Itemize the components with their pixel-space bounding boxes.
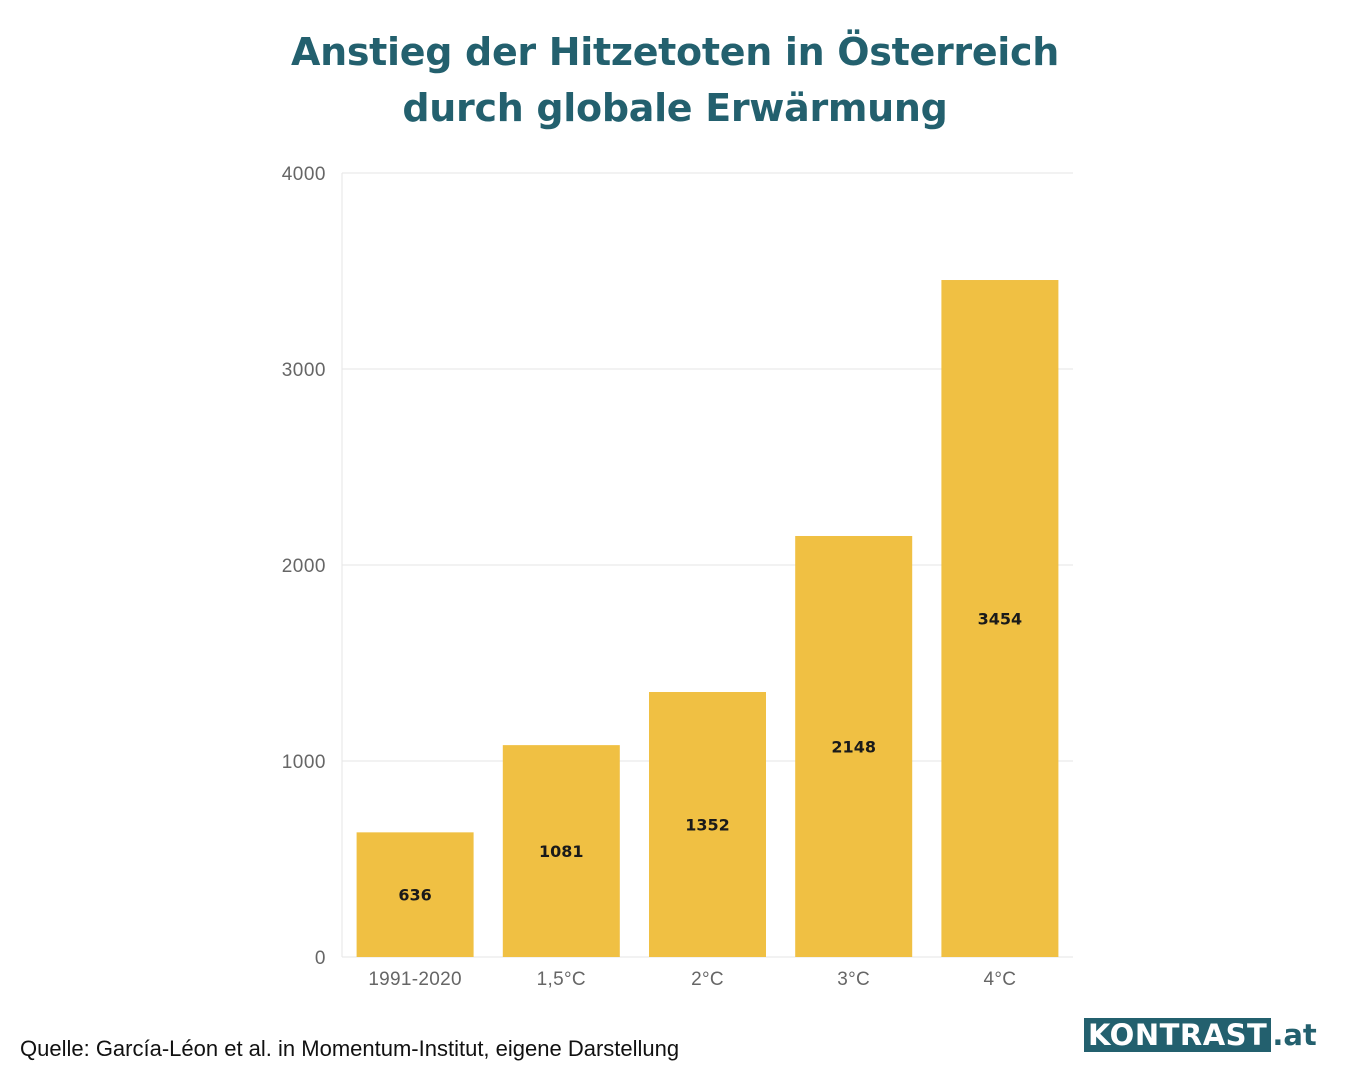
- ytick-label: 1000: [282, 752, 326, 773]
- kontrast-logo: KONTRAST .at: [1084, 1018, 1317, 1052]
- ytick-label: 2000: [282, 556, 326, 577]
- data-label: 2148: [831, 737, 876, 756]
- x-axis-ticks: 1991-2020 1,5°C 2°C 3°C 4°C: [368, 969, 1016, 990]
- data-label: 636: [398, 886, 431, 905]
- data-label: 1352: [685, 816, 730, 835]
- xtick-label: 1991-2020: [368, 969, 462, 990]
- bar-1,5°C: [502, 745, 620, 957]
- xtick-label: 3°C: [837, 969, 870, 990]
- logo-main-text: KONTRAST: [1084, 1018, 1272, 1052]
- bar-3°C: [795, 535, 913, 957]
- ytick-label: 0: [315, 948, 326, 969]
- bars: [356, 280, 1059, 957]
- y-axis-ticks: 0 1000 2000 3000 4000: [282, 164, 326, 969]
- bar-4°C: [941, 280, 1059, 957]
- bar-2°C: [649, 692, 766, 957]
- ytick-label: 3000: [282, 360, 326, 381]
- chart-title-line-1: Anstieg der Hitzetoten in Österreich: [290, 30, 1059, 74]
- xtick-label: 4°C: [984, 969, 1017, 990]
- chart-title: Anstieg der Hitzetoten in Österreich dur…: [0, 24, 1350, 136]
- source-note: Quelle: García-Léon et al. in Momentum-I…: [20, 1036, 680, 1061]
- data-labels: 636 1081 1352 2148 3454: [398, 610, 1022, 905]
- logo-tld-text: .at: [1272, 1018, 1317, 1052]
- bar-1991-2020: [356, 832, 474, 957]
- ytick-label: 4000: [282, 164, 326, 185]
- xtick-label: 2°C: [691, 969, 724, 990]
- chart-title-line-2: durch globale Erwärmung: [402, 86, 948, 130]
- data-label: 3454: [978, 610, 1023, 629]
- data-label: 1081: [539, 842, 584, 861]
- xtick-label: 1,5°C: [537, 969, 586, 990]
